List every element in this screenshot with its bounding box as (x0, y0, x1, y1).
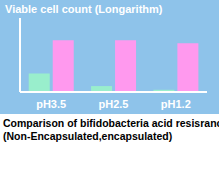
html-text:(Non-Encapsulated,encapsulated: (Non-Encapsulated,encapsulated) (3, 130, 173, 142)
svg-text:pH2.5: pH2.5 (99, 98, 129, 110)
svg-text:pH3.5: pH3.5 (36, 98, 66, 110)
html-text:Viable cell count (Longarithm): Viable cell count (Longarithm) (5, 3, 163, 15)
svg-text:pH1.2: pH1.2 (161, 98, 191, 110)
